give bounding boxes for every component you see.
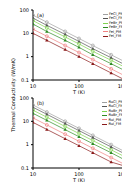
html-text:RuBr_FM: RuBr_FM xyxy=(108,113,124,118)
html-text:FeBr_PM: FeBr_PM xyxy=(108,20,124,25)
html-text:FeCl_FM: FeCl_FM xyxy=(108,16,124,21)
html-text:RuI_PM: RuI_PM xyxy=(108,117,122,122)
html-text:RuCl_FM: RuCl_FM xyxy=(108,104,124,109)
svg-text:1: 1 xyxy=(26,141,29,147)
html-text:RuCl_PM: RuCl_PM xyxy=(108,100,124,104)
svg-text:1000: 1000 xyxy=(118,171,122,177)
svg-text:T (K): T (K) xyxy=(72,177,85,182)
svg-text:10: 10 xyxy=(30,171,36,177)
html-text:FeI_FM: FeI_FM xyxy=(108,34,121,38)
svg-text:100: 100 xyxy=(19,8,29,13)
html-text:(a): (a) xyxy=(37,12,44,18)
html-text:RuBr_PM: RuBr_PM xyxy=(108,108,124,113)
html-text:(b): (b) xyxy=(37,100,45,106)
svg-text:100: 100 xyxy=(74,83,84,89)
svg-text:100: 100 xyxy=(74,171,84,177)
html-text:FeCl_PM: FeCl_PM xyxy=(108,12,124,16)
svg-text:1: 1 xyxy=(26,53,29,59)
svg-text:100: 100 xyxy=(19,96,29,101)
html-text:FeI_PM: FeI_PM xyxy=(108,29,122,34)
svg-text:10: 10 xyxy=(23,30,29,36)
svg-text:T (K): T (K) xyxy=(72,89,85,94)
svg-text:0.1: 0.1 xyxy=(21,165,29,171)
html-text:FeBr_FM: FeBr_FM xyxy=(108,25,124,30)
svg-text:10: 10 xyxy=(30,83,36,89)
html-text:Thermal Conductivity (W/mK): Thermal Conductivity (W/mK) xyxy=(9,58,16,132)
svg-text:1000: 1000 xyxy=(118,83,122,89)
html-text:RuI_FM: RuI_FM xyxy=(108,122,121,126)
svg-text:0.1: 0.1 xyxy=(21,77,29,83)
svg-text:10: 10 xyxy=(23,118,29,124)
